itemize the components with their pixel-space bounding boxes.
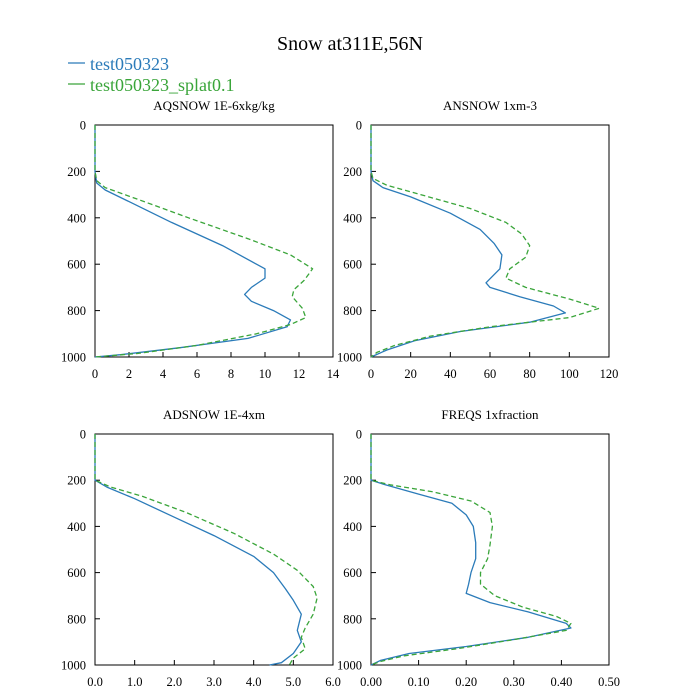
ansnow-xtick-label: 100 (560, 367, 579, 381)
aqsnow-series-2-line (94, 125, 314, 358)
aqsnow-ytick-label: 200 (67, 165, 86, 179)
panel-aqsnow: AQSNOW 1E-6xkg/kg 0 2 4 6 8 10 12 14 0 200 400 600 80… (61, 98, 340, 381)
panel-freqs: FREQS 1xfraction 0.00 0.10 0.20 0.30 0.40 0.50… (337, 407, 620, 689)
freqs-series-1-line (370, 434, 572, 666)
ansnow-ytick-label: 400 (343, 211, 362, 225)
adsnow-xtick-label: 4.0 (246, 675, 262, 689)
adsnow-xtick-label: 2.0 (167, 675, 183, 689)
adsnow-ytick-label: 200 (67, 474, 86, 488)
freqs-xtick-label: 0.20 (455, 675, 477, 689)
ansnow-series-2-line (370, 125, 600, 358)
adsnow-ytick-label: 800 (67, 612, 86, 626)
ansnow-series-1-line (370, 125, 567, 358)
aqsnow-xtick-label: 2 (126, 367, 132, 381)
aqsnow-xtick-label: 14 (327, 367, 340, 381)
adsnow-xtick-label: 1.0 (127, 675, 143, 689)
aqsnow-title: AQSNOW 1E-6xkg/kg (153, 98, 275, 113)
aqsnow-ytick-label: 1000 (61, 351, 86, 365)
adsnow-xtick-label: 6.0 (325, 675, 341, 689)
aqsnow-xtick-label: 10 (259, 367, 272, 381)
freqs-ytick-label: 200 (343, 474, 362, 488)
freqs-xtick-label: 0.00 (360, 675, 382, 689)
aqsnow-series-1-line (94, 125, 292, 358)
freqs-xtick-label: 0.10 (408, 675, 430, 689)
freqs-ytick-label: 800 (343, 612, 362, 626)
adsnow-xtick-label: 5.0 (286, 675, 302, 689)
legend-entry-2: test050323_splat0.1 (68, 75, 235, 95)
freqs-title: FREQS 1xfraction (441, 407, 539, 422)
freqs-ytick-label: 1000 (337, 659, 362, 673)
aqsnow-ytick-label: 400 (67, 211, 86, 225)
adsnow-ytick-label: 1000 (61, 659, 86, 673)
freqs-xtick-label: 0.30 (503, 675, 525, 689)
ansnow-frame (370, 124, 610, 358)
freqs-ytick-label: 600 (343, 566, 362, 580)
adsnow-xtick-label: 0.0 (87, 675, 103, 689)
figure-title: Snow at311E,56N (277, 33, 423, 55)
freqs-xtick-label: 0.50 (598, 675, 620, 689)
legend-label-2: test050323_splat0.1 (90, 75, 235, 95)
aqsnow-xtick-label: 8 (228, 367, 234, 381)
ansnow-title: ANSNOW 1xm-3 (443, 98, 537, 113)
aqsnow-xtick-label: 12 (293, 367, 306, 381)
ansnow-xtick-label: 40 (444, 367, 457, 381)
ansnow-ytick-label: 800 (343, 304, 362, 318)
legend-label-1: test050323 (90, 54, 169, 74)
ansnow-xtick-label: 20 (404, 367, 417, 381)
adsnow-ytick-label: 0 (80, 428, 86, 442)
adsnow-xtick-label: 3.0 (206, 675, 222, 689)
ansnow-ytick-label: 1000 (337, 351, 362, 365)
ansnow-xtick-label: 0 (368, 367, 374, 381)
aqsnow-xtick-label: 4 (160, 367, 167, 381)
adsnow-title: ADSNOW 1E-4xm (163, 407, 265, 422)
aqsnow-ytick-label: 600 (67, 258, 86, 272)
aqsnow-ytick-label: 0 (80, 119, 86, 133)
panel-ansnow: ANSNOW 1xm-3 0 20 40 60 80 100 120 0 200 400 600 800… (337, 98, 618, 381)
freqs-frame (370, 433, 610, 666)
legend-entry-1: test050323 (68, 54, 169, 74)
ansnow-xtick-label: 120 (600, 367, 619, 381)
aqsnow-ytick-label: 800 (67, 304, 86, 318)
freqs-series-2-line (370, 434, 572, 666)
panel-adsnow: ADSNOW 1E-4xm 0.0 1.0 2.0 3.0 4.0 5.0 6.0 0 200 40… (61, 407, 341, 689)
freqs-ytick-label: 0 (356, 428, 362, 442)
aqsnow-frame (94, 124, 334, 358)
freqs-ytick-label: 400 (343, 520, 362, 534)
adsnow-ytick-label: 600 (67, 566, 86, 580)
ansnow-xtick-label: 60 (484, 367, 497, 381)
aqsnow-xtick-label: 6 (194, 367, 200, 381)
aqsnow-xtick-label: 0 (92, 367, 98, 381)
freqs-xtick-label: 0.40 (550, 675, 572, 689)
ansnow-ytick-label: 0 (356, 119, 362, 133)
adsnow-series-2-line (94, 434, 318, 666)
adsnow-series-1-line (94, 434, 302, 666)
adsnow-ytick-label: 400 (67, 520, 86, 534)
ansnow-ytick-label: 600 (343, 258, 362, 272)
legend: test050323 test050323_splat0.1 (68, 54, 235, 95)
ansnow-xtick-label: 80 (523, 367, 536, 381)
ansnow-ytick-label: 200 (343, 165, 362, 179)
